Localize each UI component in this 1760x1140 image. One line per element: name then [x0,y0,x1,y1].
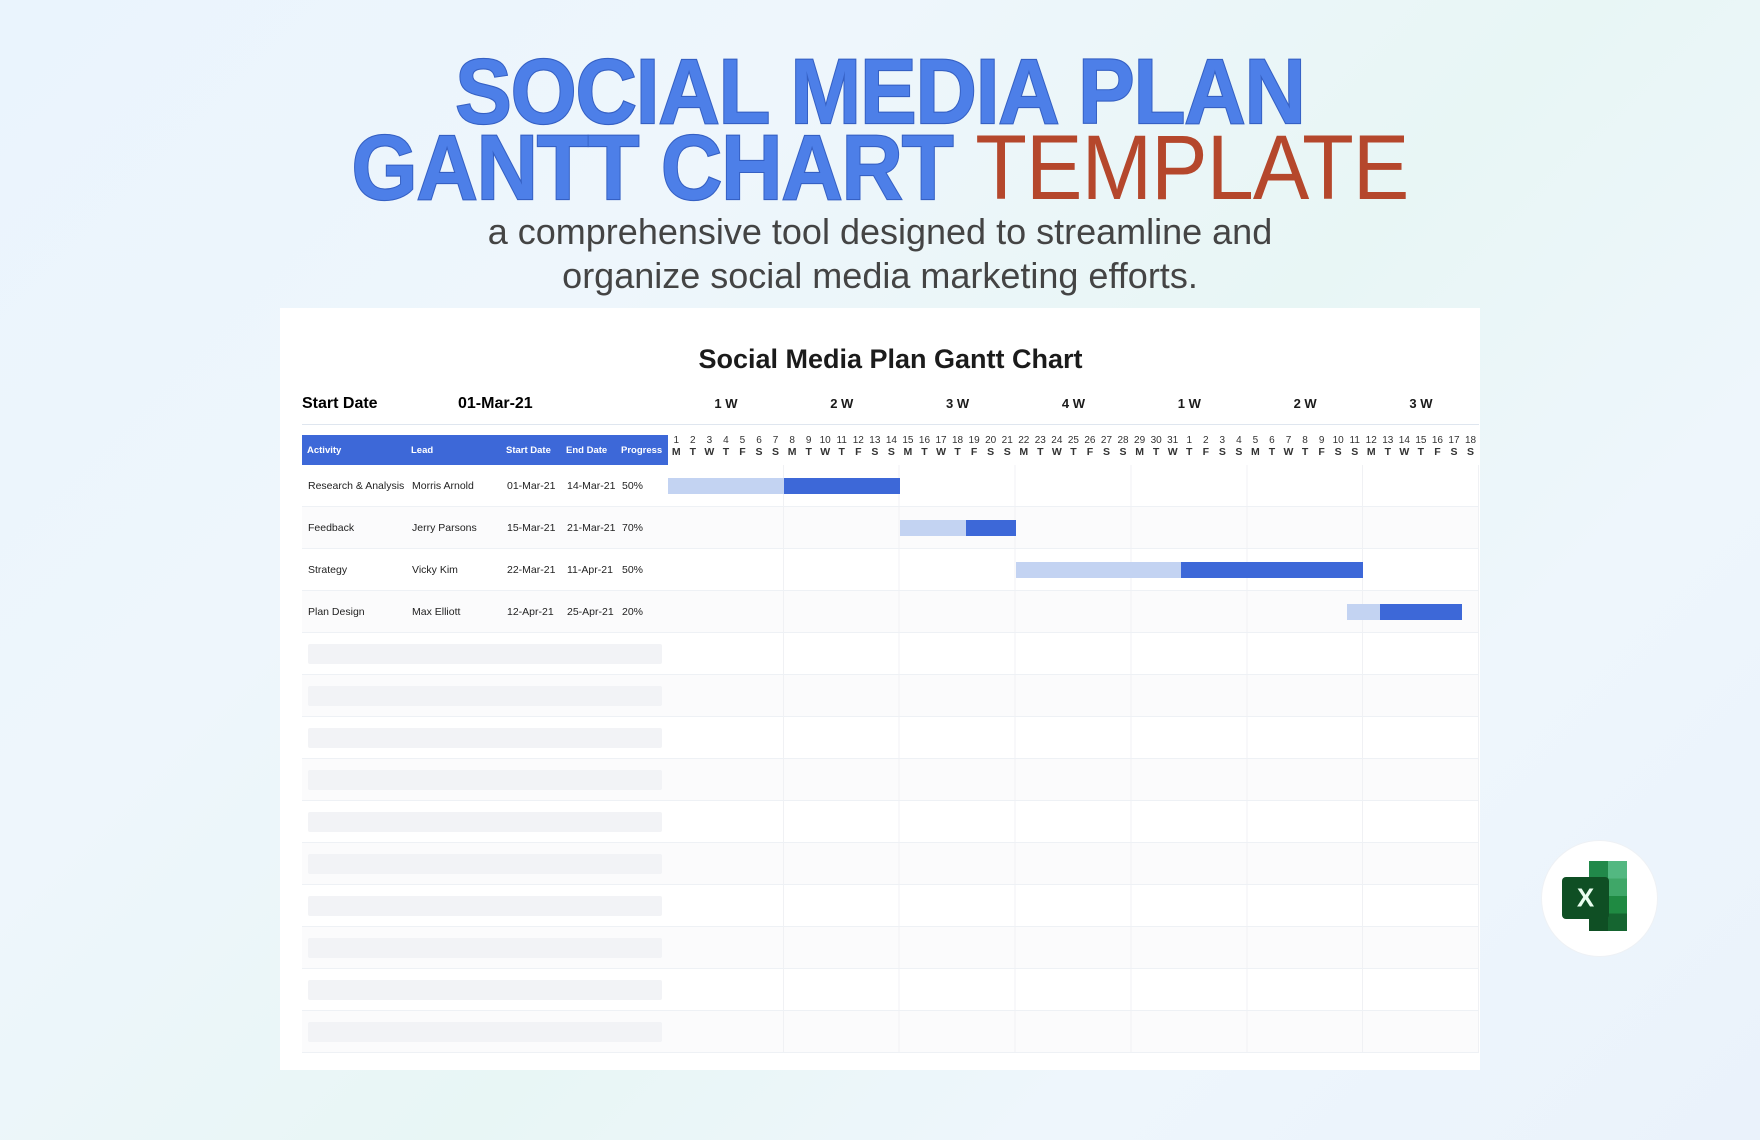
svg-text:X: X [1577,883,1595,913]
